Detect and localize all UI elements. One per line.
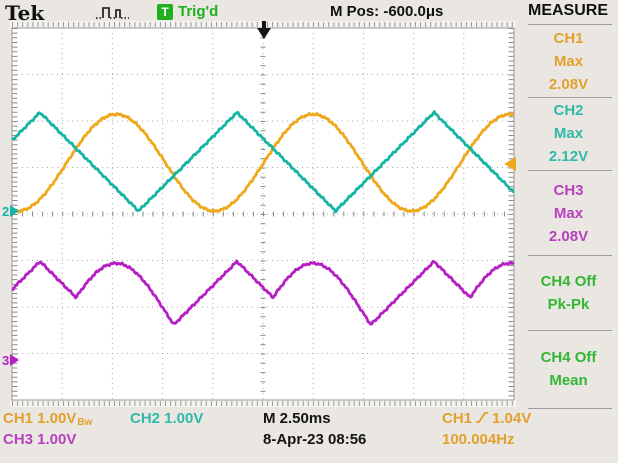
trigger-level-text: 1.04V [492,410,532,427]
menu-title: MEASURE [527,2,608,19]
trigger-level-arrow-icon [504,157,516,171]
ch2-scale-readout: CH2 1.00V [130,410,204,427]
rising-slope-icon [476,412,489,423]
panel-separator [528,255,612,256]
measure-value: 2.08V [548,75,589,93]
panel-separator [528,24,612,25]
measure-source: CH4 Off [540,349,597,366]
tek-logo: Tek [5,1,45,25]
ch3-scale-readout: CH3 1.00V [3,431,77,448]
measure-value: 2.12V [548,148,589,165]
trigger-position-stem [262,21,266,28]
timebase-readout: M 2.50ms [263,410,331,427]
trigger-status: Trig'd [178,3,219,20]
acquisition-mode-icon [96,7,129,19]
trigger-readout: CH1 1.04V [442,410,531,428]
ch3-ground-marker-label: 3 [2,353,9,368]
ch1-scale-readout: CH1 1.00VBw [3,410,92,428]
ch3-ground-marker-arrow-icon [10,354,19,366]
trigger-source-text: CH1 [442,410,473,427]
measure-type: Max [553,52,584,70]
measure-slot-ch3: CH3 Max 2.08V [520,172,617,254]
measure-value: 2.08V [548,227,589,245]
measure-source: CH3 [553,181,584,199]
panel-separator [528,408,612,409]
panel-separator [528,97,612,98]
measure-slot-ch2: CH2 Max 2.12V [520,98,617,169]
panel-separator [528,170,612,171]
ch3-trace-max [12,259,514,326]
measure-source: CH2 [553,102,584,119]
horizontal-position-readout: M Pos: -600.0μs [330,3,444,20]
measure-type: Mean [549,372,588,389]
ch1-scale-text: CH1 1.00V [3,410,77,427]
datetime-readout: 8-Apr-23 08:56 [263,431,367,448]
measure-slot-ch1: CH1 Max 2.08V [520,26,617,96]
trigger-badge-icon: T [157,4,173,20]
ch2-ground-marker-label: 2 [2,204,9,219]
measure-slot-ch4-mean: CH4 Off Mean [520,331,617,407]
ch2-trace-triangle [12,110,514,214]
trigger-frequency-readout: 100.004Hz [442,431,515,448]
bandwidth-limit-icon: Bw [77,417,93,428]
measure-type: Max [553,204,584,222]
ch1-trace-sine [12,111,514,214]
panel-separator [528,330,612,331]
trigger-position-arrow-icon [257,28,271,39]
measure-type: Max [553,125,584,142]
measure-source: CH1 [553,29,584,47]
bottom-tick-strip [10,400,516,407]
ch2-ground-marker-arrow-icon [10,205,19,217]
measure-source: CH4 Off [540,272,597,290]
measure-type: Pk-Pk [547,295,590,313]
measure-slot-ch4-pkpk: CH4 Off Pk-Pk [520,256,617,329]
